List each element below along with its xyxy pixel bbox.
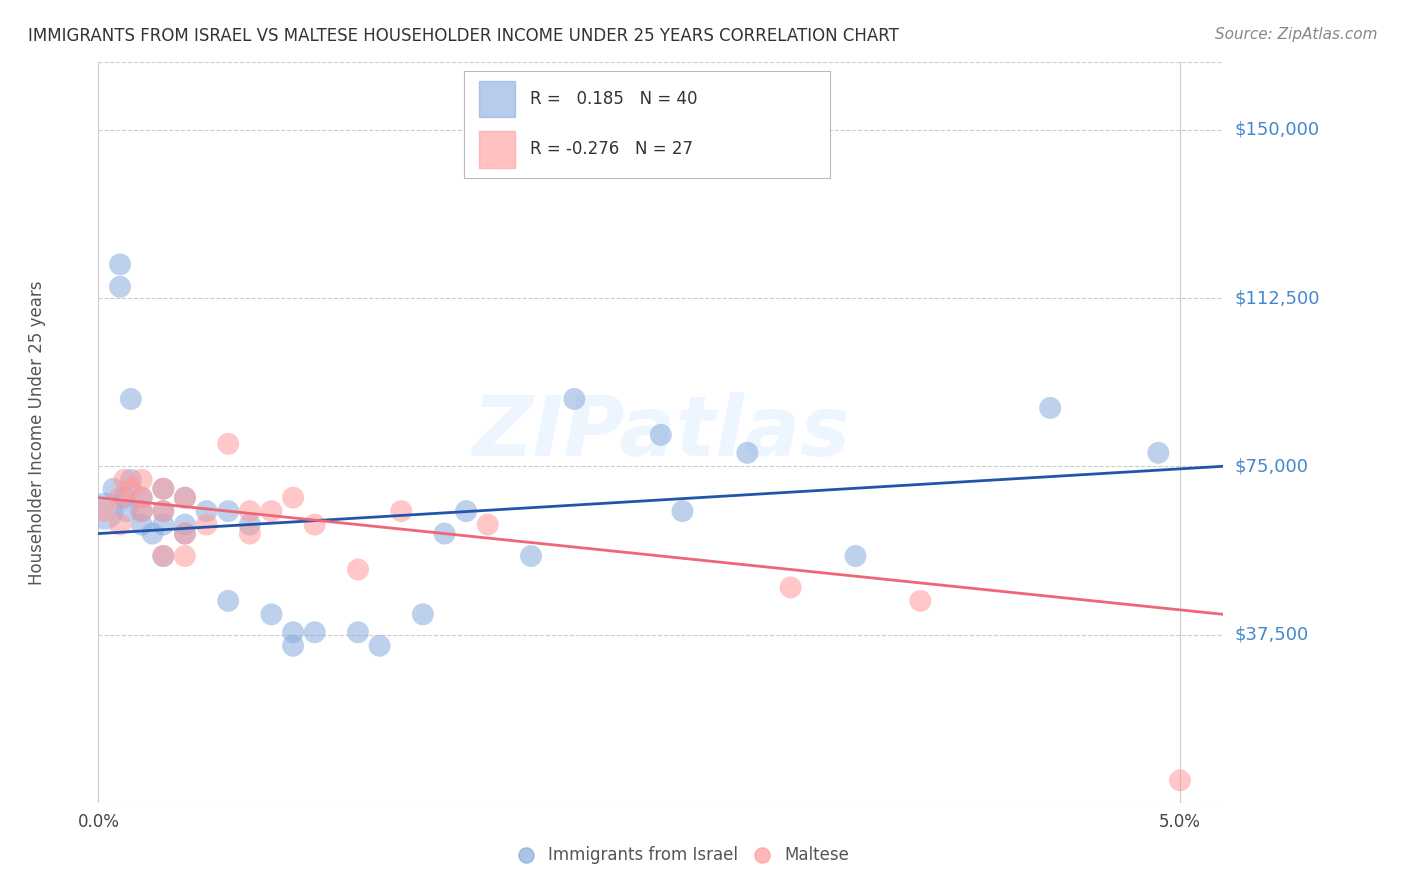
Point bbox=[152, 549, 174, 563]
Point bbox=[737, 446, 759, 460]
Point bbox=[433, 526, 456, 541]
Point bbox=[368, 639, 391, 653]
Point bbox=[844, 549, 866, 563]
Text: Householder Income Under 25 years: Householder Income Under 25 years bbox=[28, 280, 45, 585]
Point bbox=[260, 607, 283, 622]
Text: $37,500: $37,500 bbox=[1234, 625, 1309, 643]
Point bbox=[217, 437, 239, 451]
Point bbox=[281, 491, 304, 505]
Point bbox=[562, 392, 585, 406]
Point bbox=[152, 549, 174, 563]
Point bbox=[1039, 401, 1062, 415]
Point bbox=[108, 280, 131, 294]
Point bbox=[1147, 446, 1170, 460]
Point bbox=[779, 581, 801, 595]
Point bbox=[108, 257, 131, 271]
Point bbox=[141, 526, 163, 541]
Point bbox=[131, 504, 153, 518]
Bar bbox=[478, 81, 515, 118]
Point bbox=[152, 517, 174, 532]
Point bbox=[174, 491, 197, 505]
Text: IMMIGRANTS FROM ISRAEL VS MALTESE HOUSEHOLDER INCOME UNDER 25 YEARS CORRELATION : IMMIGRANTS FROM ISRAEL VS MALTESE HOUSEH… bbox=[28, 27, 898, 45]
Point bbox=[174, 491, 197, 505]
Point bbox=[239, 504, 262, 518]
Point bbox=[120, 392, 142, 406]
Point bbox=[304, 625, 326, 640]
Text: $75,000: $75,000 bbox=[1234, 458, 1308, 475]
Text: ZIPatlas: ZIPatlas bbox=[472, 392, 849, 473]
Point bbox=[152, 504, 174, 518]
Point bbox=[217, 504, 239, 518]
Point bbox=[456, 504, 478, 518]
Point bbox=[131, 504, 153, 518]
Point bbox=[347, 562, 370, 576]
Point bbox=[304, 517, 326, 532]
Point bbox=[260, 504, 283, 518]
Point bbox=[103, 482, 125, 496]
Point bbox=[671, 504, 693, 518]
Point bbox=[108, 491, 131, 505]
Point bbox=[195, 504, 218, 518]
Point bbox=[152, 504, 174, 518]
Point bbox=[195, 517, 218, 532]
Point bbox=[281, 625, 304, 640]
Point bbox=[347, 625, 370, 640]
Point bbox=[910, 594, 932, 608]
Point bbox=[217, 594, 239, 608]
Point bbox=[239, 517, 262, 532]
Point bbox=[131, 491, 153, 505]
Point bbox=[412, 607, 434, 622]
Point bbox=[152, 482, 174, 496]
Point bbox=[115, 504, 138, 518]
Point bbox=[120, 482, 142, 496]
Text: Immigrants from Israel: Immigrants from Israel bbox=[548, 846, 738, 863]
Text: R =   0.185   N = 40: R = 0.185 N = 40 bbox=[530, 90, 697, 108]
Point bbox=[389, 504, 412, 518]
Point bbox=[94, 504, 117, 518]
Point bbox=[112, 473, 135, 487]
Text: Source: ZipAtlas.com: Source: ZipAtlas.com bbox=[1215, 27, 1378, 42]
Point bbox=[281, 639, 304, 653]
Text: Maltese: Maltese bbox=[785, 846, 849, 863]
Point bbox=[120, 473, 142, 487]
Point bbox=[131, 491, 153, 505]
Point bbox=[94, 504, 117, 518]
Point bbox=[520, 549, 543, 563]
Point bbox=[1168, 773, 1191, 788]
Text: $112,500: $112,500 bbox=[1234, 289, 1320, 307]
Point bbox=[239, 526, 262, 541]
Bar bbox=[478, 131, 515, 168]
Point bbox=[174, 517, 197, 532]
Point bbox=[112, 491, 135, 505]
Point bbox=[131, 473, 153, 487]
Point bbox=[477, 517, 499, 532]
Point bbox=[174, 549, 197, 563]
Point bbox=[152, 482, 174, 496]
Point bbox=[108, 517, 131, 532]
Point bbox=[174, 526, 197, 541]
Text: R = -0.276   N = 27: R = -0.276 N = 27 bbox=[530, 141, 693, 159]
Point bbox=[650, 428, 672, 442]
Point bbox=[131, 517, 153, 532]
Point bbox=[174, 526, 197, 541]
Text: $150,000: $150,000 bbox=[1234, 120, 1319, 139]
